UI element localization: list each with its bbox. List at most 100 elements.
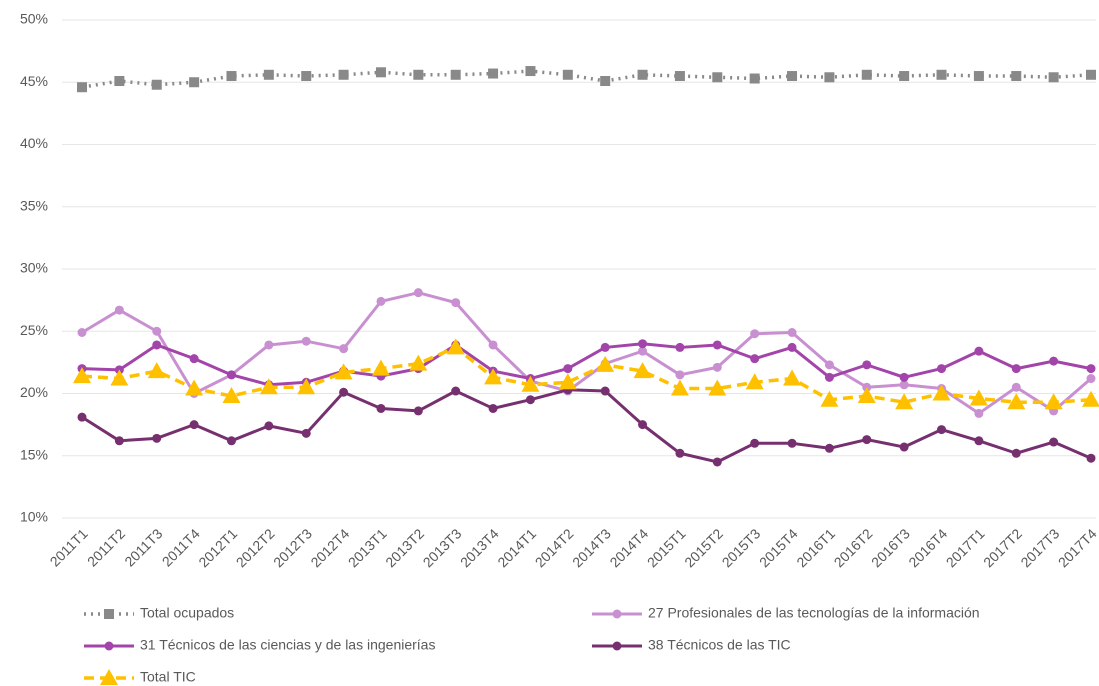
data-point [77, 82, 87, 93]
data-point [413, 69, 424, 80]
data-point [521, 375, 540, 392]
data-point [189, 354, 199, 364]
data-point [1086, 374, 1096, 384]
legend-marker [104, 609, 114, 619]
data-point [376, 296, 386, 306]
data-point [787, 438, 797, 448]
data-point [633, 362, 652, 379]
data-point [114, 436, 124, 446]
data-point [824, 360, 834, 370]
data-point [824, 372, 834, 382]
data-point [708, 379, 727, 396]
data-point [862, 435, 872, 445]
y-tick-label: 15% [20, 446, 48, 462]
data-point [712, 362, 722, 372]
data-point [263, 69, 274, 80]
y-tick-label: 10% [20, 509, 48, 525]
data-point [750, 329, 760, 339]
data-point [1086, 453, 1096, 463]
data-point [712, 457, 722, 467]
x-tick-label: 2012T2 [233, 525, 278, 570]
data-point [675, 448, 685, 458]
data-point [450, 69, 461, 80]
data-point [375, 67, 386, 78]
data-point [1049, 437, 1059, 447]
data-point [820, 390, 839, 407]
data-point [73, 367, 91, 384]
x-tick-label: 2014T1 [494, 525, 539, 570]
legend-label: 31 Técnicos de las ciencias y de las ing… [140, 637, 435, 653]
x-tick-label: 2011T4 [159, 525, 203, 569]
data-point [1011, 382, 1021, 392]
data-point [114, 305, 124, 315]
x-tick-label: 2011T2 [84, 525, 128, 569]
data-point [334, 363, 353, 380]
x-tick-label: 2017T3 [1017, 525, 1062, 570]
legend-label: Total ocupados [140, 605, 234, 621]
x-tick-label: 2016T4 [905, 525, 950, 570]
series-line [81, 345, 1092, 404]
data-point [446, 338, 465, 355]
series-line [81, 291, 1092, 415]
data-point [749, 73, 760, 84]
legend-marker [104, 641, 114, 651]
x-tick-label: 2011T3 [121, 525, 165, 569]
x-tick-label: 2015T4 [756, 525, 801, 570]
data-point [563, 364, 573, 374]
data-point [1011, 448, 1021, 458]
data-point [371, 359, 390, 376]
y-tick-label: 20% [20, 384, 48, 400]
data-point [638, 420, 648, 430]
data-point [562, 69, 573, 80]
data-point [152, 340, 162, 350]
data-point [488, 68, 499, 79]
data-point [899, 71, 910, 82]
x-tick-label: 2013T3 [420, 525, 465, 570]
data-point [973, 71, 984, 82]
data-point [787, 342, 797, 352]
data-point [862, 360, 872, 370]
data-point [1011, 364, 1021, 374]
x-tick-label: 2013T2 [382, 525, 427, 570]
data-point [974, 408, 984, 418]
y-tick-label: 30% [20, 260, 48, 276]
y-tick-label: 40% [20, 135, 48, 151]
data-point [189, 77, 200, 88]
data-point [638, 346, 648, 356]
data-point [899, 372, 909, 382]
data-point [861, 69, 872, 80]
x-tick-label: 2014T4 [606, 525, 651, 570]
data-point [338, 69, 349, 80]
data-point [596, 355, 615, 372]
data-point [185, 379, 204, 396]
data-point [413, 288, 423, 298]
data-point [77, 327, 87, 337]
y-tick-label: 50% [20, 11, 48, 27]
data-point [413, 406, 423, 416]
data-point [488, 340, 498, 350]
data-point [899, 380, 909, 390]
data-point [525, 66, 536, 77]
x-tick-label: 2017T4 [1055, 525, 1099, 570]
data-point [226, 370, 236, 380]
data-point [259, 378, 278, 395]
data-point [152, 326, 162, 336]
data-point [974, 436, 984, 446]
data-point [1086, 364, 1096, 374]
data-point [77, 412, 87, 422]
data-point [558, 373, 577, 390]
data-point [1044, 393, 1063, 410]
data-point [222, 386, 241, 403]
data-point [1011, 71, 1022, 82]
x-tick-label: 2014T3 [569, 525, 614, 570]
data-point [488, 403, 498, 413]
data-point [750, 438, 760, 448]
data-point [189, 420, 199, 430]
data-point [451, 298, 461, 308]
data-point [1082, 390, 1099, 407]
data-point [151, 79, 162, 90]
x-tick-label: 2013T1 [345, 525, 390, 570]
data-point [750, 354, 760, 364]
data-point [895, 393, 914, 410]
